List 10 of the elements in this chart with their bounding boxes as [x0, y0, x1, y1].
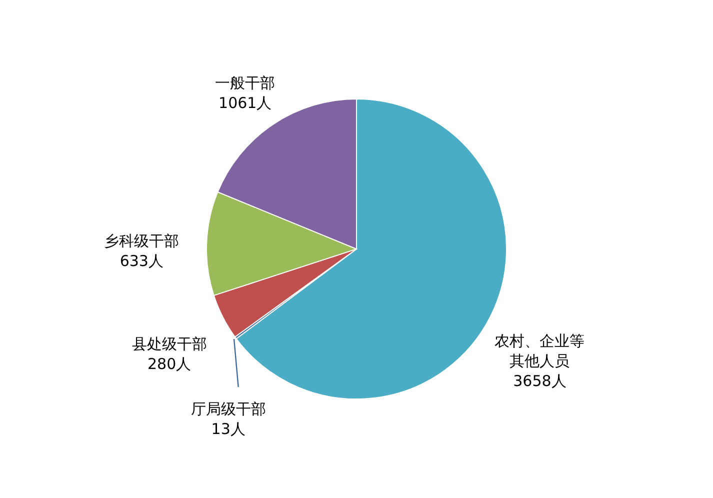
data-label: 13人 — [211, 420, 246, 438]
data-label: 1061人 — [218, 94, 272, 112]
slice-label: 县处级干部 — [132, 335, 207, 354]
data-label: 280人 — [148, 355, 192, 374]
slice-label: 一般干部 — [215, 74, 276, 92]
slice-label: 农村、企业等其他人员 — [494, 332, 585, 370]
data-label: 633人 — [120, 252, 164, 270]
slice-label: 乡科级干部 — [104, 232, 180, 250]
slice-label: 厅局级干部 — [190, 400, 266, 418]
data-label: 3658人 — [513, 372, 566, 390]
